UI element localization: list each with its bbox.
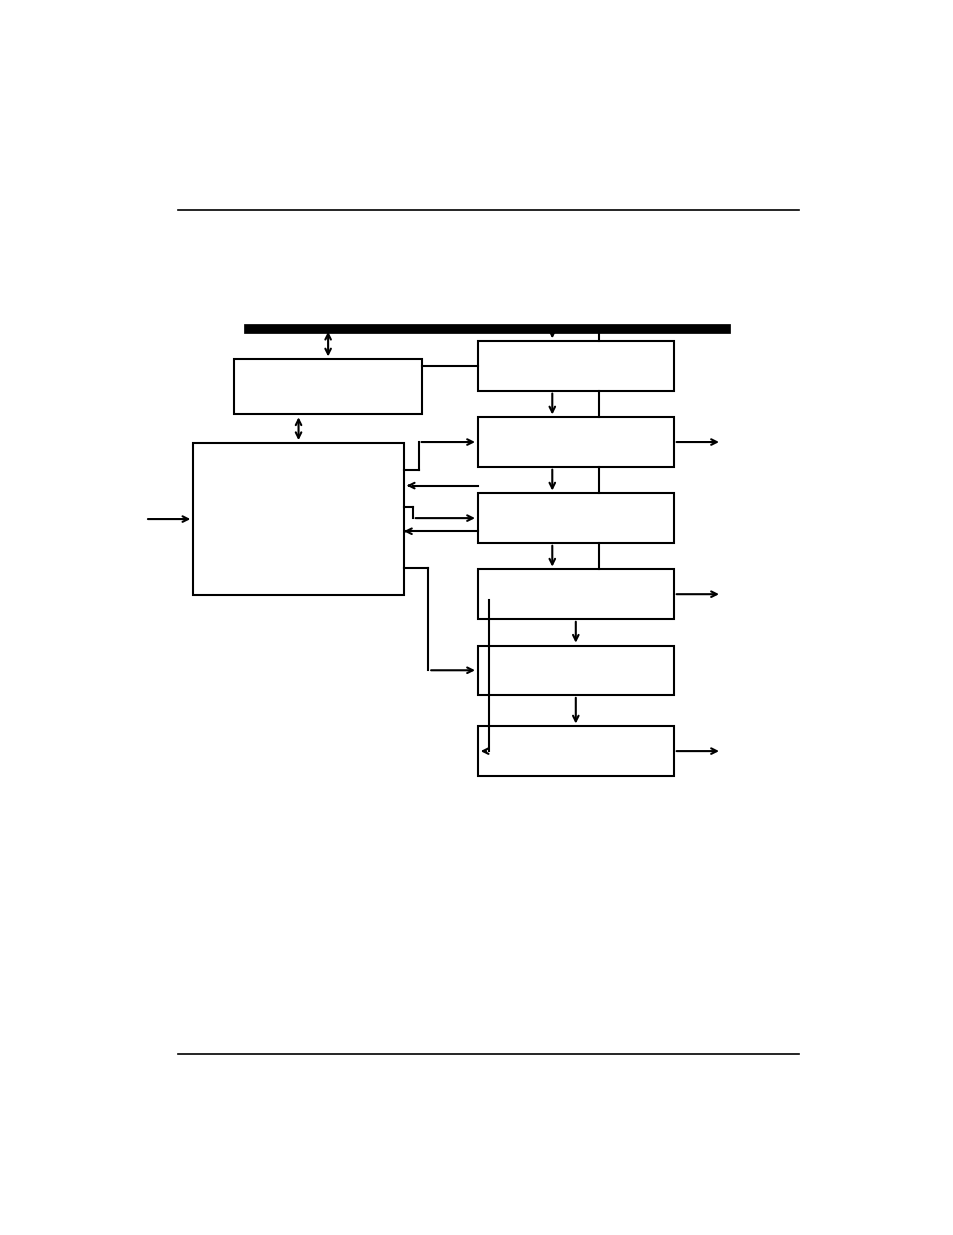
Bar	[477, 417, 673, 467]
Bar	[193, 443, 403, 595]
Bar	[477, 646, 673, 695]
Bar	[477, 726, 673, 776]
Bar	[477, 494, 673, 543]
Bar	[477, 341, 673, 390]
Bar	[477, 569, 673, 619]
Bar	[233, 359, 422, 415]
